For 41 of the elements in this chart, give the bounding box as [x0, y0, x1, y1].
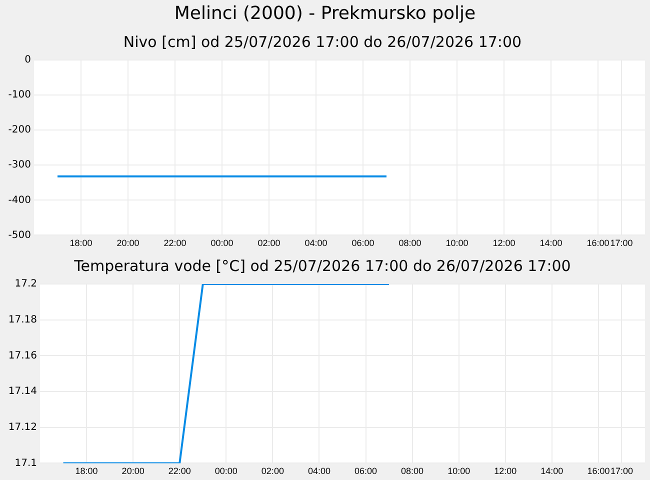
y-tick-label: 17.18	[8, 314, 37, 326]
x-tick-label: 08:00	[398, 238, 422, 248]
x-tick-label: 02:00	[258, 238, 280, 248]
x-tick-label: 12:00	[494, 466, 517, 476]
chart-title: Temperatura vode [°C] od 25/07/2026 17:00 do 26/07/2026 17:00	[73, 256, 571, 275]
y-tick-label: -300	[8, 160, 31, 171]
y-tick-label: 17.12	[8, 422, 37, 433]
x-tick-label: 17:00	[610, 238, 633, 248]
y-tick-label: -100	[8, 90, 31, 101]
x-tick-label: 20:00	[122, 466, 144, 476]
x-tick-label: 18:00	[70, 238, 92, 248]
x-tick-label: 22:00	[164, 238, 186, 248]
y-tick-label: -200	[8, 124, 31, 136]
x-tick-label: 16:00	[587, 466, 610, 476]
x-tick-label: 08:00	[401, 466, 424, 476]
chart-title: Melinci (2000) - Prekmursko polje	[173, 2, 477, 26]
y-tick-label: 17.1	[14, 458, 37, 469]
y-tick-label: 17.2	[14, 278, 37, 290]
y-tick-label: -500	[8, 230, 31, 241]
chart-subtitle: Nivo [cm] od 25/07/2026 17:00 do 26/07/2026 17:00	[123, 32, 522, 51]
x-tick-label: 16:00	[586, 238, 610, 248]
x-tick-label: 10:00	[446, 238, 468, 248]
x-tick-label: 20:00	[116, 238, 140, 248]
x-tick-label: 06:00	[352, 238, 374, 248]
x-tick-label: 14:00	[540, 466, 564, 476]
x-tick-label: 04:00	[304, 238, 328, 248]
x-tick-label: 04:00	[308, 466, 330, 476]
y-tick-label: 0	[24, 54, 31, 66]
x-tick-label: 10:00	[448, 466, 470, 476]
x-tick-label: 14:00	[540, 238, 562, 248]
x-tick-label: 02:00	[261, 466, 284, 476]
x-tick-label: 00:00	[214, 466, 238, 476]
x-tick-label: 18:00	[75, 466, 98, 476]
y-tick-label: 17.14	[8, 386, 37, 398]
x-tick-label: 12:00	[492, 238, 516, 248]
x-tick-label: 06:00	[354, 466, 378, 476]
x-tick-label: 22:00	[168, 466, 191, 476]
x-tick-label: 17:00	[610, 466, 633, 476]
y-tick-label: 17.16	[8, 350, 37, 362]
x-tick-label: 00:00	[210, 238, 234, 248]
y-tick-label: -400	[8, 194, 31, 206]
